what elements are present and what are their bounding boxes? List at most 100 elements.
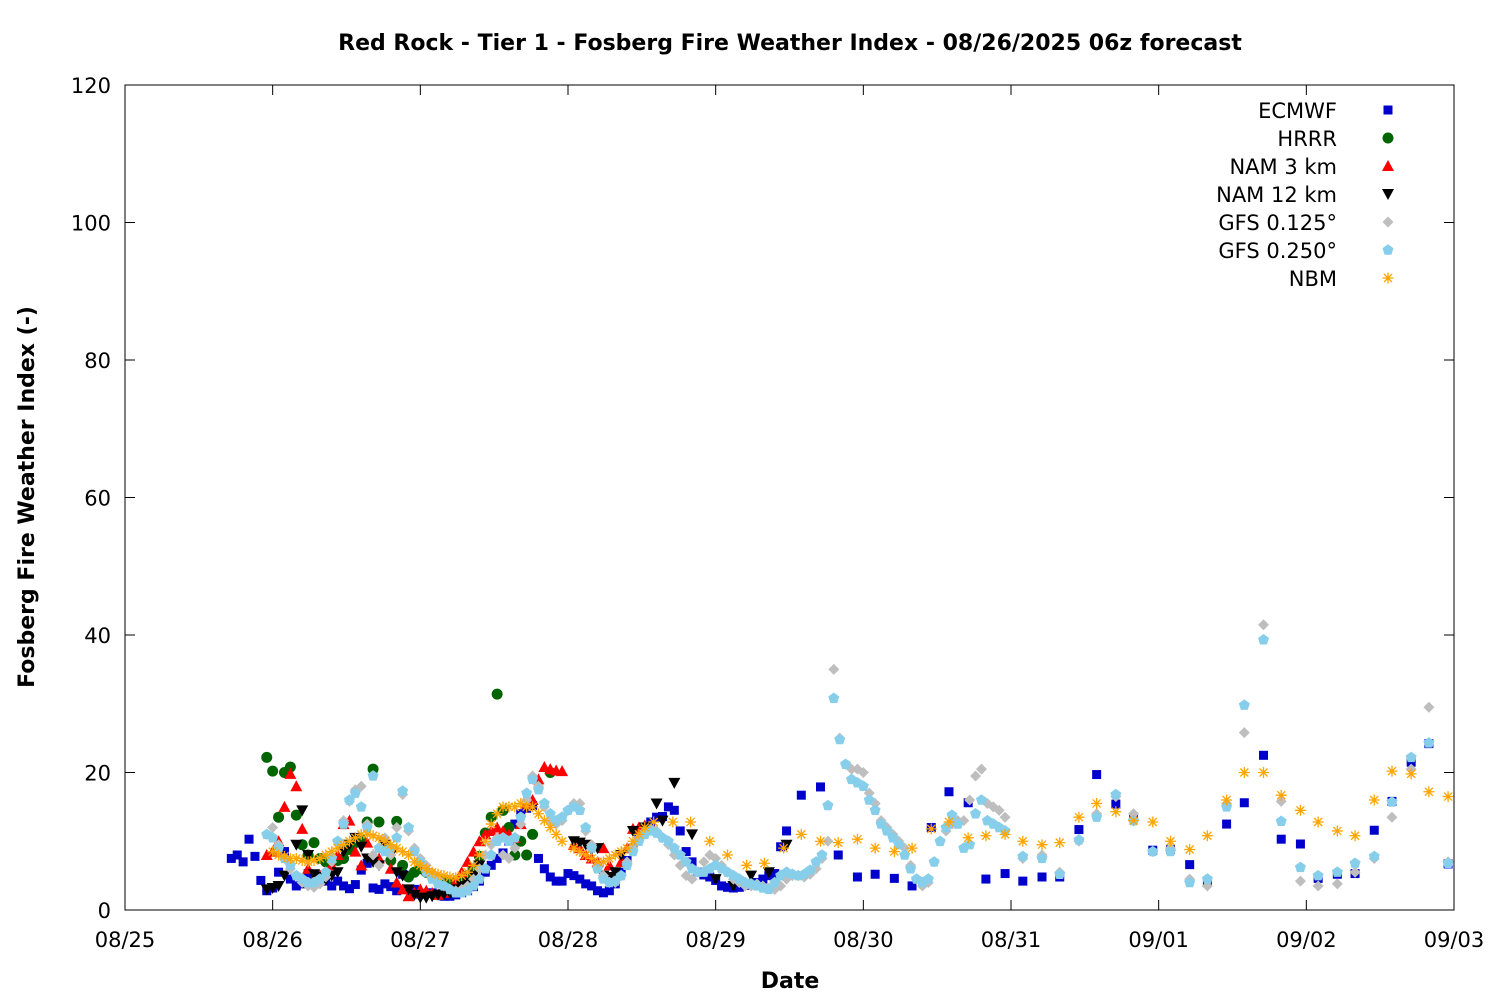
data-point bbox=[544, 822, 556, 833]
data-point bbox=[296, 855, 308, 866]
data-point bbox=[1349, 830, 1361, 842]
legend-marker bbox=[1382, 244, 1394, 255]
data-point bbox=[244, 834, 254, 844]
data-point bbox=[887, 832, 899, 843]
data-point bbox=[515, 797, 527, 809]
data-point bbox=[379, 835, 391, 847]
data-point bbox=[532, 783, 544, 795]
data-point bbox=[527, 801, 539, 813]
data-point bbox=[373, 859, 385, 871]
data-point bbox=[575, 874, 585, 884]
data-point bbox=[332, 842, 344, 854]
data-point bbox=[538, 797, 550, 809]
data-point bbox=[302, 856, 314, 868]
data-point bbox=[627, 835, 639, 847]
data-point bbox=[538, 815, 550, 827]
data-point bbox=[621, 859, 633, 870]
y-tick-label: 120 bbox=[71, 74, 111, 98]
data-point bbox=[804, 864, 816, 875]
data-point bbox=[1239, 798, 1249, 808]
data-point bbox=[350, 880, 360, 890]
data-point bbox=[1312, 869, 1324, 881]
data-point bbox=[722, 882, 732, 892]
data-point bbox=[284, 761, 296, 773]
data-point bbox=[586, 852, 598, 864]
data-point bbox=[533, 853, 543, 863]
data-point bbox=[557, 876, 567, 886]
data-point bbox=[456, 870, 468, 882]
data-point bbox=[355, 859, 368, 871]
x-axis-label: Date bbox=[761, 969, 820, 994]
data-point bbox=[925, 823, 937, 835]
data-point bbox=[402, 890, 415, 902]
data-point bbox=[355, 841, 368, 853]
data-point bbox=[603, 852, 615, 864]
data-point bbox=[652, 812, 662, 822]
data-point bbox=[349, 787, 361, 798]
data-point bbox=[338, 839, 350, 851]
data-point bbox=[993, 804, 1005, 816]
data-point bbox=[390, 876, 403, 888]
data-point bbox=[782, 826, 792, 836]
data-point bbox=[391, 832, 403, 843]
y-tick-label: 80 bbox=[84, 349, 111, 373]
data-point bbox=[403, 849, 415, 861]
data-point bbox=[574, 804, 586, 815]
data-point bbox=[758, 874, 768, 884]
data-point bbox=[745, 870, 758, 882]
data-point bbox=[581, 879, 591, 889]
data-point bbox=[256, 875, 266, 885]
data-point bbox=[385, 839, 397, 851]
data-point bbox=[361, 821, 373, 833]
data-point bbox=[962, 832, 974, 844]
data-point bbox=[327, 881, 337, 891]
data-point bbox=[586, 842, 598, 853]
data-point bbox=[556, 765, 569, 777]
y-tick-label: 40 bbox=[84, 624, 111, 648]
data-point bbox=[609, 867, 622, 879]
data-point bbox=[1349, 857, 1361, 868]
data-point bbox=[367, 830, 379, 842]
data-point bbox=[438, 870, 450, 882]
legend-label: ECMWF bbox=[1258, 99, 1337, 123]
legend-marker bbox=[1382, 272, 1394, 284]
data-point bbox=[828, 663, 840, 675]
data-point bbox=[597, 842, 610, 854]
data-point bbox=[308, 837, 320, 849]
legend-marker bbox=[1383, 105, 1393, 115]
data-point bbox=[1442, 857, 1454, 868]
data-point bbox=[355, 801, 367, 812]
y-tick-label: 0 bbox=[98, 899, 111, 923]
data-point bbox=[944, 787, 954, 797]
data-point bbox=[550, 828, 562, 840]
data-point bbox=[238, 857, 248, 867]
data-point bbox=[626, 825, 639, 837]
data-point bbox=[556, 835, 568, 847]
data-point bbox=[593, 886, 603, 896]
data-point bbox=[485, 824, 498, 836]
data-point bbox=[539, 864, 549, 874]
data-point bbox=[361, 828, 373, 840]
data-point bbox=[681, 847, 691, 857]
data-point bbox=[934, 835, 946, 846]
data-point bbox=[1257, 634, 1270, 645]
data-point bbox=[497, 824, 510, 836]
data-point bbox=[355, 828, 367, 840]
data-point bbox=[391, 842, 403, 854]
data-point bbox=[1222, 819, 1232, 829]
data-point bbox=[580, 849, 592, 861]
data-point bbox=[1423, 786, 1435, 798]
series-gfs-0-250- bbox=[261, 634, 1454, 898]
data-point bbox=[667, 816, 679, 828]
data-point bbox=[1185, 860, 1195, 870]
data-point bbox=[473, 849, 485, 861]
legend-label: NAM 12 km bbox=[1216, 183, 1337, 207]
data-point bbox=[1331, 825, 1343, 837]
data-point bbox=[1164, 835, 1176, 847]
data-point bbox=[408, 845, 420, 857]
data-point bbox=[497, 801, 509, 813]
data-point bbox=[486, 860, 496, 870]
data-point bbox=[338, 818, 350, 829]
data-point bbox=[615, 869, 627, 881]
data-point bbox=[392, 886, 402, 896]
